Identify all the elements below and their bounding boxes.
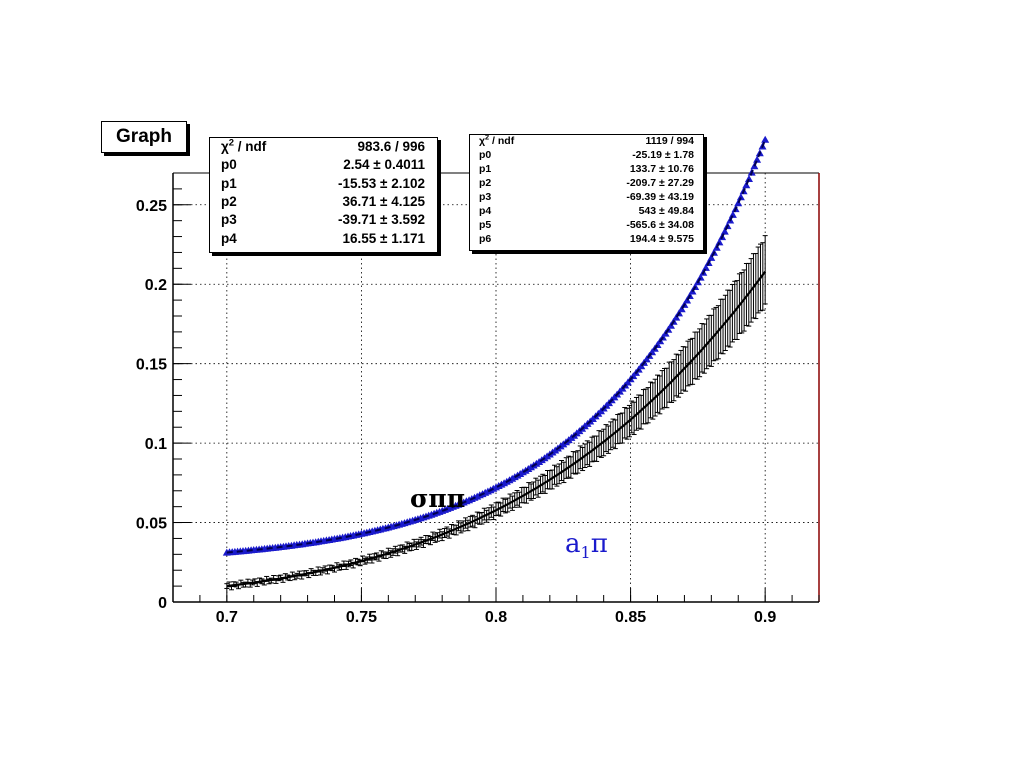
- fit-stats-box-1: χ2 / ndf 983.6 / 996 p0 2.54 ± 0.4011 p1 -15.…: [209, 137, 438, 253]
- series-sigma-pi-pi: [224, 235, 768, 591]
- fit-stats-box-2: χ2 / ndf 1119 / 994 p0 -25.19 ± 1.78 p1 133.7…: [469, 132, 704, 251]
- data-point-triangle: [672, 313, 681, 321]
- fit-stats-label: p3: [221, 212, 237, 228]
- data-point-triangle: [701, 263, 710, 271]
- axes: 0.7 0.75 0.8 0.85 0.9 0 0.05 0.1 0.15 0.2 0.25: [136, 172, 820, 626]
- annotation-a1-pi-subscript: 1: [581, 543, 591, 562]
- fit-stats-value: -565.6 ± 34.08: [626, 219, 694, 231]
- data-point-triangle: [728, 210, 737, 218]
- fit-stats-label: p1: [479, 163, 492, 175]
- data-point-triangle: [715, 238, 724, 246]
- data-point-triangle: [761, 135, 770, 143]
- fit-stats-label: p3: [479, 191, 492, 203]
- data-point-triangle: [696, 273, 705, 281]
- fit-curve-sigma-pi-pi: [226, 270, 767, 588]
- x-tick-label: 0.7: [216, 609, 238, 626]
- fit-stats-label: p0: [221, 157, 237, 173]
- data-point-triangle: [736, 193, 745, 201]
- data-point-triangle: [742, 181, 751, 189]
- fit-stats-value: 194.4 ± 9.575: [629, 233, 694, 245]
- data-point-triangle: [753, 155, 762, 163]
- fit-stats-value: -25.19 ± 1.78: [632, 149, 694, 161]
- y-tick-label: 0.15: [136, 357, 167, 374]
- data-point-triangle: [745, 175, 753, 182]
- y-tick-label: 0.2: [145, 277, 167, 294]
- fit-stats-label: p2: [479, 177, 492, 189]
- fit-stats-value: 983.6 / 996: [357, 139, 425, 154]
- annotation-a1-pi: a1π: [565, 529, 608, 562]
- fit-stats-label: p0: [479, 149, 492, 161]
- fit-curve-a1-pi: [226, 139, 767, 554]
- data-point-triangle: [677, 305, 686, 313]
- y-tick-label: 0.05: [136, 516, 167, 533]
- fit-stats-value: 133.7 ± 10.76: [629, 163, 694, 175]
- fit-stats-value: 16.55 ± 1.171: [342, 230, 425, 246]
- graph-title-box: Graph: [101, 121, 187, 153]
- x-tick-label: 0.8: [485, 609, 507, 626]
- graph-title: Graph: [116, 126, 172, 147]
- fit-stats-label-superscript: 2: [228, 137, 235, 149]
- fit-stats-value: 1119 / 994: [645, 135, 694, 147]
- fit-stats-label: χ2 / ndf: [221, 137, 267, 154]
- fit-stats-value: -209.7 ± 27.29: [626, 177, 694, 189]
- annotation-a1-pi-suffix: π: [591, 529, 608, 559]
- fit-stats-value: -69.39 ± 43.19: [626, 191, 694, 203]
- annotations: σππ a1π: [410, 484, 608, 562]
- data-point-triangle: [707, 253, 716, 261]
- fit-stats-label: p4: [479, 205, 492, 217]
- x-tick-label: 0.9: [754, 609, 776, 626]
- annotation-sigma-pi-pi: σππ: [410, 484, 465, 513]
- data-point-triangle: [720, 227, 729, 235]
- fit-stats-label-superscript: 2: [485, 132, 490, 142]
- fit-stats-label: p6: [479, 233, 492, 245]
- fit-stats-value: -15.53 ± 2.102: [338, 175, 425, 191]
- annotation-a1-pi-base: a: [565, 529, 581, 559]
- fit-stats-value: 2.54 ± 0.4011: [343, 157, 425, 173]
- fit-stats-value: 36.71 ± 4.125: [342, 193, 425, 209]
- fit-stats-value: -39.71 ± 3.592: [338, 212, 425, 228]
- fit-stats-label: p2: [221, 193, 237, 209]
- series-a1-pi: [222, 135, 770, 556]
- x-tick-label: 0.75: [346, 609, 377, 626]
- fit-stats-label: p5: [479, 219, 492, 231]
- fit-stats-label: p1: [221, 175, 237, 191]
- fit-stats-label: χ2 / ndf: [479, 132, 515, 147]
- fit-stats-label: p4: [221, 230, 237, 246]
- y-tick-label: 0.1: [145, 436, 167, 453]
- y-tick-label: 0.25: [136, 198, 167, 215]
- x-tick-label: 0.85: [615, 609, 646, 626]
- fit-stats-value: 543 ± 49.84: [638, 205, 694, 217]
- y-tick-label: 0: [158, 595, 167, 612]
